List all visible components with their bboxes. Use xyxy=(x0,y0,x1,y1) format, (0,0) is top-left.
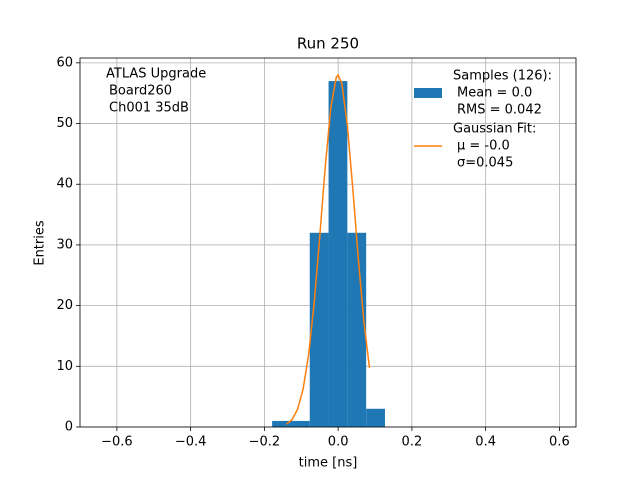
x-tick-label: 0.0 xyxy=(328,435,349,450)
y-tick-label: 30 xyxy=(56,237,73,252)
y-tick-label: 50 xyxy=(56,116,73,131)
histogram-bar xyxy=(272,420,291,427)
histogram-bar xyxy=(309,232,329,427)
annotation: Board260 xyxy=(109,84,172,99)
y-tick-label: 20 xyxy=(56,298,73,313)
legend-detail: μ = -0.0 xyxy=(457,139,510,154)
histogram-bar xyxy=(366,408,385,427)
histogram-bar xyxy=(347,232,367,427)
x-axis-label: time [ns] xyxy=(299,456,358,471)
x-tick-label: −0.2 xyxy=(249,435,281,450)
legend-label: Samples (126): xyxy=(453,69,552,84)
y-axis-label: Entries xyxy=(33,220,48,266)
x-tick-label: 0.4 xyxy=(475,435,496,450)
legend-label: Gaussian Fit: xyxy=(453,122,536,137)
legend-detail: RMS = 0.042 xyxy=(457,103,542,118)
fit-line xyxy=(286,73,371,425)
axes-frame xyxy=(79,57,577,428)
histogram-bar xyxy=(290,420,310,427)
legend-detail: σ=0.045 xyxy=(457,156,513,171)
y-tick-label: 10 xyxy=(56,359,73,374)
x-tick-label: −0.6 xyxy=(101,435,133,450)
grid xyxy=(80,58,576,428)
x-tick-label: −0.4 xyxy=(175,435,207,450)
plot-area xyxy=(272,73,385,427)
histogram-bar xyxy=(328,81,348,427)
legend-detail: Mean = 0.0 xyxy=(457,86,532,101)
y-tick-label: 0 xyxy=(65,420,73,435)
x-tick-label: 0.6 xyxy=(549,435,570,450)
y-tick-label: 40 xyxy=(56,177,73,192)
annotation: ATLAS Upgrade xyxy=(106,67,206,82)
x-tick-label: 0.2 xyxy=(402,435,423,450)
annotation: Ch001 35dB xyxy=(109,101,189,116)
chart-title: Run 250 xyxy=(297,35,359,53)
legend-swatch xyxy=(414,88,442,98)
y-tick-label: 60 xyxy=(56,55,73,70)
